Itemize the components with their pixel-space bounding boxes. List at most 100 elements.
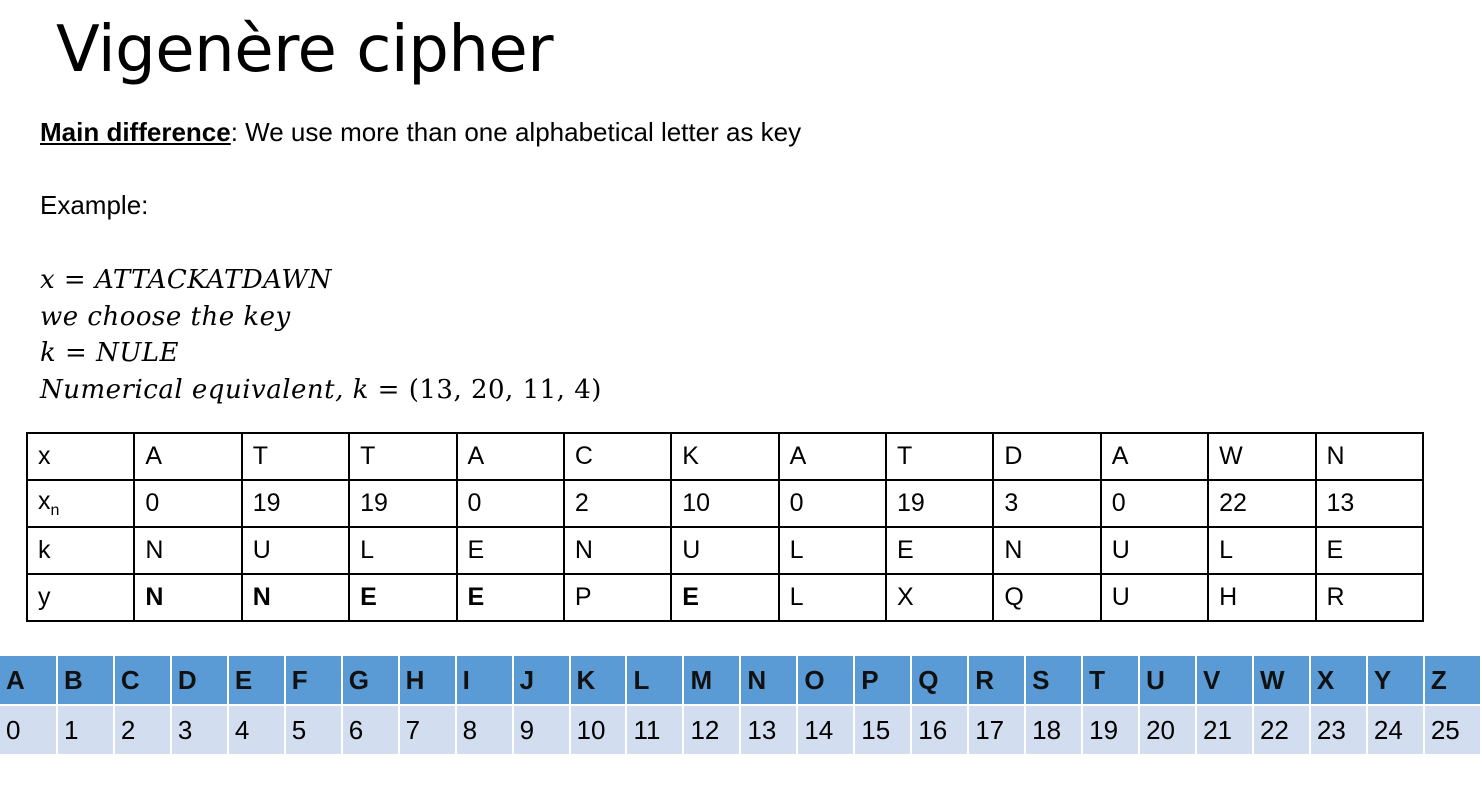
table-cell: 10 (670, 479, 780, 528)
table-cell: C (562, 432, 673, 481)
alphabet-letter-cell: H (398, 656, 457, 706)
table-cell: L (777, 573, 888, 622)
table-cell: N (133, 573, 243, 622)
table-cell: 3 (992, 479, 1102, 528)
alphabet-letter-cell: T (1082, 656, 1141, 706)
table-cell: N (133, 526, 243, 575)
alphabet-letter-cell: M (683, 656, 742, 706)
table-cell: U (1099, 526, 1210, 575)
alphabet-number-cell: 19 (1082, 705, 1141, 756)
alphabet-number-cell: 13 (740, 705, 799, 756)
table-cell: A (1099, 432, 1210, 481)
alphabet-number-cell: 2 (113, 705, 172, 756)
alphabet-numbers-row: 0 1 2 3 4 5 6 7 8 9 10 11 12 13 14 15 16 17 18 19 20 21 22 23 24… (0, 705, 1482, 756)
intro-text: : We use more than one alphabetical lett… (230, 117, 802, 147)
alphabet-letter-cell: O (797, 656, 856, 706)
table-cell: X (884, 573, 995, 622)
table-cell: E (884, 526, 995, 575)
alphabet-number-cell: 3 (170, 705, 229, 756)
alphabet-letter-cell: Y (1366, 656, 1425, 706)
alphabet-letter-cell: S (1025, 656, 1084, 706)
table-cell: T (348, 432, 458, 481)
alphabet-number-cell: 0 (0, 705, 58, 756)
table-cell: K (670, 432, 780, 481)
table-cell: L (1207, 526, 1317, 575)
table-cell: 19 (884, 479, 995, 528)
row-label: k (25, 526, 136, 575)
table-cell: 0 (1099, 479, 1210, 528)
table-cell: 0 (133, 479, 243, 528)
math-line-key: k = NULE (40, 338, 180, 368)
table-cell: N (562, 526, 673, 575)
alphabet-letter-cell: L (626, 656, 685, 706)
alphabet-letter-cell: P (854, 656, 913, 706)
table-cell: L (348, 526, 458, 575)
table-cell: D (992, 432, 1102, 481)
math-line-numerical: Numerical equivalent, k = (13, 20, 11, 4… (40, 374, 602, 405)
alphabet-letter-cell: N (740, 656, 799, 706)
alphabet-number-cell: 12 (683, 705, 742, 756)
table-cell: U (670, 526, 780, 575)
alphabet-letter-cell: U (1139, 656, 1198, 706)
alphabet-letter-cell: X (1309, 656, 1368, 706)
alphabet-number-cell: 17 (968, 705, 1027, 756)
table-cell: L (777, 526, 888, 575)
alphabet-number-cell: 23 (1309, 705, 1368, 756)
table-cell: 0 (777, 479, 888, 528)
alphabet-letter-cell: V (1196, 656, 1254, 706)
alphabet-letter-cell: F (284, 656, 343, 706)
alphabet-letter-cell: Q (911, 656, 970, 706)
alphabet-letter-cell: C (113, 656, 172, 706)
table-cell: R (1314, 573, 1424, 622)
alphabet-number-cell: 18 (1025, 705, 1084, 756)
intro-line: Main difference: We use more than one al… (40, 116, 801, 148)
numeric-row: xn 0 19 19 0 2 10 0 19 3 0 22 13 (25, 479, 1424, 528)
table-cell: E (670, 573, 780, 622)
alphabet-number-cell: 6 (341, 705, 400, 756)
alphabet-number-cell: 4 (227, 705, 286, 756)
table-cell: 0 (455, 479, 565, 528)
alphabet-number-cell: 5 (284, 705, 343, 756)
row-label: y (25, 573, 136, 622)
table-cell: W (1207, 432, 1317, 481)
table-cell: U (240, 526, 351, 575)
alphabet-number-cell: 16 (911, 705, 970, 756)
row-label: x (25, 432, 136, 481)
row-label: xn (25, 479, 136, 528)
alphabet-letter-cell: I (455, 656, 514, 706)
table-cell: A (133, 432, 243, 481)
table-cell: E (455, 526, 565, 575)
math-line-choose-key: we choose the key (40, 301, 291, 332)
table-cell: N (992, 526, 1102, 575)
alphabet-letter-cell: A (0, 656, 58, 706)
alphabet-letter-cell: K (569, 656, 628, 706)
table-cell: E (1314, 526, 1424, 575)
alphabet-letter-cell: W (1252, 656, 1311, 706)
alphabet-number-cell: 24 (1366, 705, 1425, 756)
alphabet-number-cell: 10 (569, 705, 628, 756)
page-title: Vigenère cipher (56, 13, 554, 87)
intro-label: Main difference (40, 117, 231, 147)
table-cell: A (777, 432, 888, 481)
alphabet-letter-cell: R (968, 656, 1027, 706)
table-cell: 19 (348, 479, 458, 528)
alphabet-letter-cell: B (56, 656, 115, 706)
table-cell: 22 (1207, 479, 1317, 528)
table-cell: N (1314, 432, 1424, 481)
table-cell: T (240, 432, 351, 481)
alphabet-number-cell: 8 (455, 705, 514, 756)
alphabet-number-cell: 20 (1139, 705, 1198, 756)
table-cell: H (1207, 573, 1317, 622)
table-cell: P (562, 573, 673, 622)
table-cell: E (348, 573, 458, 622)
alphabet-letter-cell: E (227, 656, 286, 706)
table-cell: T (884, 432, 995, 481)
table-cell: 2 (562, 479, 673, 528)
table-cell: Q (992, 573, 1102, 622)
